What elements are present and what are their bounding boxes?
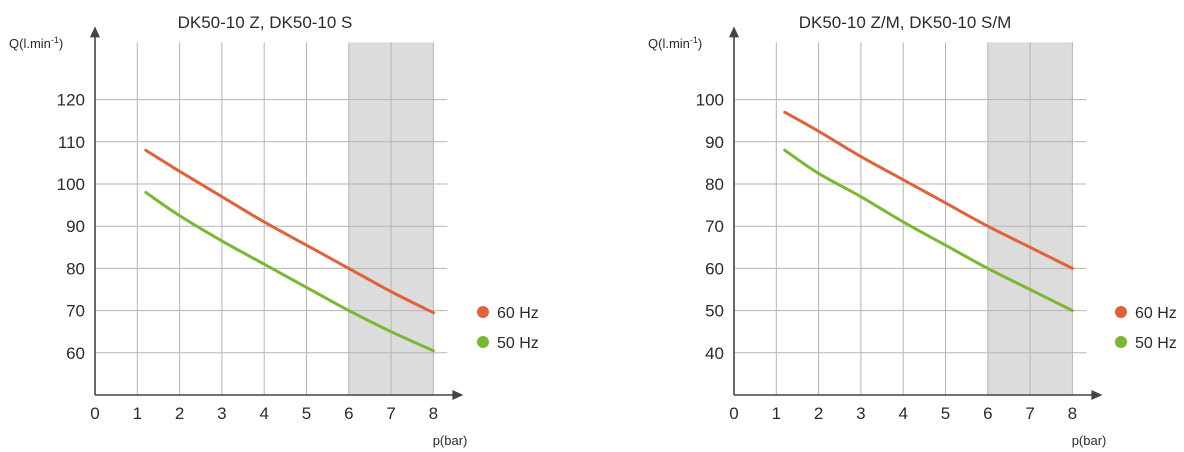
chart-1: DK50-10 Z, DK50-10 S Q(l.min-1) p(bar) 0 1 2 3… bbox=[9, 13, 539, 448]
chart-title: DK50-10 Z, DK50-10 S bbox=[178, 13, 353, 32]
y-tick-label: 90 bbox=[705, 133, 724, 152]
x-tick-label: 4 bbox=[898, 404, 907, 423]
y-axis-label-text: Q(l.min bbox=[648, 36, 690, 51]
legend-marker bbox=[1115, 336, 1127, 348]
x-tick-label: 8 bbox=[429, 404, 438, 423]
legend-marker bbox=[1115, 306, 1127, 318]
y-tick-label: 80 bbox=[66, 259, 85, 278]
chart-2: DK50-10 Z/M, DK50-10 S/M Q(l.min-1) p(bar)… bbox=[648, 13, 1177, 448]
y-axis-label-close: ) bbox=[59, 36, 63, 51]
x-tick-label: 7 bbox=[386, 404, 395, 423]
y-axis-arrow bbox=[90, 26, 100, 38]
y-tick-label: 120 bbox=[57, 91, 85, 110]
x-tick-label: 6 bbox=[344, 404, 353, 423]
x-tick-label: 4 bbox=[259, 404, 268, 423]
legend-marker bbox=[477, 306, 489, 318]
x-tick-label: 8 bbox=[1068, 404, 1077, 423]
y-tick-label: 80 bbox=[705, 175, 724, 194]
x-tick-label: 0 bbox=[729, 404, 738, 423]
y-tick-label: 90 bbox=[66, 217, 85, 236]
x-tick-label: 3 bbox=[217, 404, 226, 423]
y-tick-label: 110 bbox=[58, 133, 85, 152]
chart-title: DK50-10 Z/M, DK50-10 S/M bbox=[799, 13, 1012, 32]
y-axis-label: Q(l.min-1) bbox=[648, 35, 702, 51]
y-axis-label-sup: -1 bbox=[51, 35, 59, 45]
x-tick-label: 7 bbox=[1025, 404, 1034, 423]
y-tick-label: 70 bbox=[705, 217, 724, 236]
y-tick-label: 40 bbox=[705, 344, 724, 363]
legend-label: 60 Hz bbox=[1135, 305, 1177, 322]
series-line-60-hz bbox=[783, 110, 1074, 270]
y-tick-label: 100 bbox=[57, 175, 85, 194]
x-tick-label: 1 bbox=[133, 404, 142, 423]
legend-label: 60 Hz bbox=[497, 305, 539, 322]
y-tick-label: 60 bbox=[66, 344, 85, 363]
x-tick-label: 3 bbox=[856, 404, 865, 423]
x-axis-arrow bbox=[1091, 390, 1103, 400]
y-axis-arrow bbox=[729, 26, 739, 38]
legend-label: 50 Hz bbox=[1135, 335, 1177, 352]
x-tick-label: 2 bbox=[175, 404, 184, 423]
series-line-50-hz bbox=[783, 148, 1074, 313]
y-tick-label: 50 bbox=[705, 302, 724, 321]
x-tick-label: 6 bbox=[983, 404, 992, 423]
series-line-50-hz bbox=[144, 190, 435, 353]
y-axis-label-close: ) bbox=[698, 36, 702, 51]
y-tick-label: 70 bbox=[66, 302, 85, 321]
y-axis-label-sup: -1 bbox=[690, 35, 698, 45]
x-axis-label: p(bar) bbox=[1072, 433, 1107, 448]
x-tick-label: 0 bbox=[90, 404, 99, 423]
x-tick-label: 5 bbox=[302, 404, 311, 423]
series-line-60-hz bbox=[144, 148, 435, 315]
legend-marker bbox=[477, 336, 489, 348]
x-tick-label: 1 bbox=[772, 404, 781, 423]
legend-label: 50 Hz bbox=[497, 335, 539, 352]
y-tick-label: 100 bbox=[696, 91, 724, 110]
x-axis-arrow bbox=[452, 390, 464, 400]
y-axis-label-text: Q(l.min bbox=[9, 36, 51, 51]
x-tick-label: 5 bbox=[941, 404, 950, 423]
y-tick-label: 60 bbox=[705, 259, 724, 278]
x-tick-label: 2 bbox=[814, 404, 823, 423]
x-axis-label: p(bar) bbox=[433, 433, 468, 448]
y-axis-label: Q(l.min-1) bbox=[9, 35, 63, 51]
